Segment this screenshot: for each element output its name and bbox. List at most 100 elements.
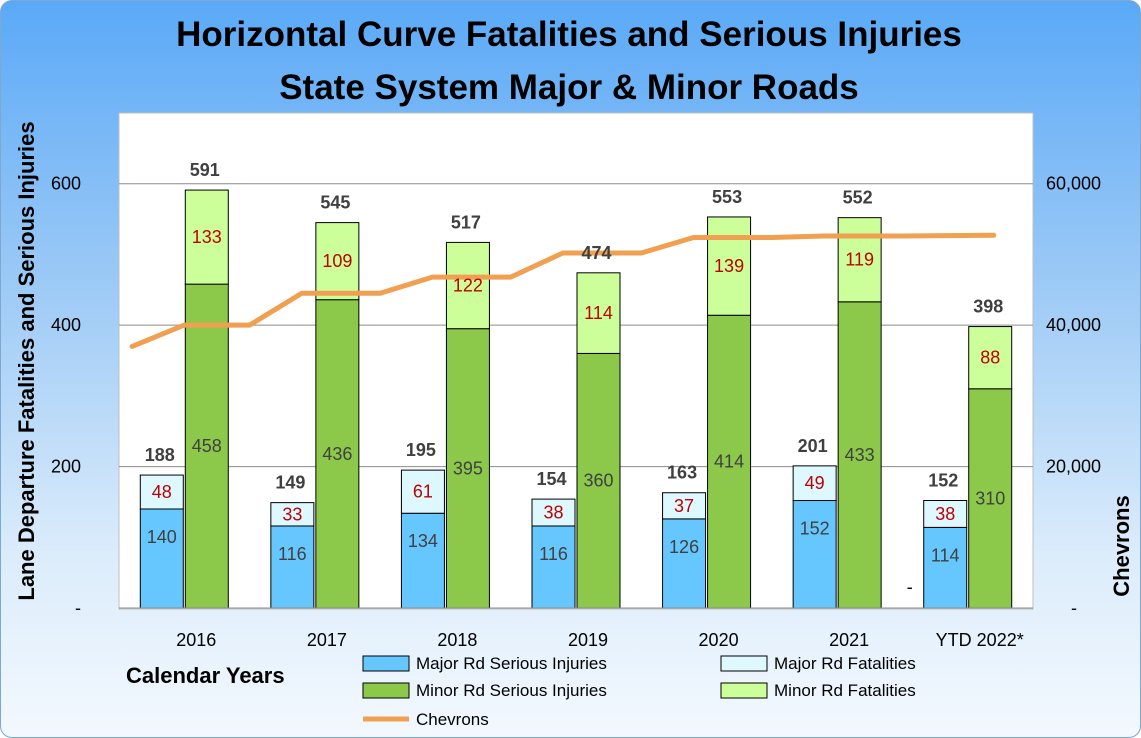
total-label: 517	[451, 212, 481, 232]
data-label: 119	[845, 250, 874, 270]
y2-tick-label: 60,000	[1046, 174, 1101, 194]
total-label: 552	[843, 188, 873, 208]
data-label: 109	[322, 251, 352, 271]
y-tick-label: 200	[51, 457, 81, 477]
data-label: 152	[800, 519, 830, 539]
data-label: 458	[192, 436, 222, 456]
data-label: 414	[714, 452, 744, 472]
bar-minor-serious-injuries	[184, 283, 229, 609]
x-tick-label: YTD 2022*	[936, 630, 1024, 650]
data-label: 48	[152, 482, 172, 502]
data-label: 310	[975, 488, 1005, 508]
bar-major-fatalities	[270, 502, 315, 527]
bar-minor-fatalities	[576, 272, 621, 354]
data-label: 116	[539, 544, 568, 564]
bar-minor-fatalities	[445, 241, 490, 330]
y2-tick-label: -	[1071, 598, 1077, 618]
stray-dash-label: -	[907, 577, 913, 597]
data-label: 134	[408, 531, 438, 551]
data-label: 88	[980, 348, 1000, 368]
y2-tick-label: 20,000	[1046, 457, 1101, 477]
data-label: 114	[584, 303, 613, 323]
chart-title-line1: Horizontal Curve Fatalities and Serious …	[176, 15, 962, 54]
bar-major-fatalities	[139, 474, 184, 510]
legend-label: Minor Rd Serious Injuries	[416, 681, 607, 700]
data-labels-layer: 140 48 188 116 33 149 134 61 195 116 38 154 126 37 163…	[145, 160, 1005, 597]
bar-major-fatalities	[662, 492, 707, 520]
data-label: 37	[674, 496, 694, 516]
bars-layer	[139, 189, 1013, 609]
total-label: 591	[190, 160, 220, 180]
legend-swatch	[720, 655, 768, 672]
data-label: 433	[845, 445, 875, 465]
y-tick-label: 600	[51, 174, 81, 194]
bar-minor-fatalities	[707, 216, 752, 316]
legend-label: Major Rd Serious Injuries	[416, 654, 607, 673]
y-tick-label: -	[75, 598, 81, 618]
legend-label: Major Rd Fatalities	[774, 654, 916, 673]
bar-major-serious-injuries	[270, 525, 315, 609]
data-label: 122	[453, 276, 483, 296]
data-label: 360	[583, 471, 613, 491]
x-tick-label: 2017	[307, 630, 347, 650]
y2-axis-title: Chevrons	[1109, 495, 1134, 596]
data-label: 33	[282, 504, 302, 524]
data-label: 126	[669, 537, 699, 557]
bar-minor-fatalities	[315, 222, 360, 301]
total-label: 152	[928, 471, 958, 491]
plot-area	[118, 112, 1034, 610]
x-tick-label: 2016	[176, 630, 216, 650]
data-label: 61	[413, 482, 433, 502]
data-label: 395	[453, 458, 483, 478]
bar-minor-serious-injuries	[576, 352, 621, 609]
x-tick-label: 2021	[829, 630, 869, 650]
chevrons-line	[129, 232, 997, 349]
bar-major-serious-injuries	[662, 518, 707, 609]
total-label: 553	[712, 187, 742, 207]
total-label: 474	[581, 243, 611, 263]
bar-minor-fatalities	[837, 217, 882, 303]
x-tick-label: 2020	[699, 630, 739, 650]
data-label: 436	[322, 444, 352, 464]
bar-minor-serious-injuries	[707, 314, 752, 609]
bar-minor-serious-injuries	[315, 299, 360, 609]
total-label: 163	[667, 463, 697, 483]
bar-major-serious-injuries	[792, 500, 837, 609]
total-label: 398	[973, 297, 1003, 317]
data-label: 139	[714, 256, 744, 276]
bar-minor-serious-injuries	[968, 388, 1013, 609]
data-label: 140	[147, 527, 177, 547]
total-label: 154	[536, 469, 566, 489]
bar-major-fatalities	[792, 465, 837, 502]
legend: Major Rd Serious Injuries Major Rd Fatali…	[362, 654, 916, 729]
bar-major-serious-injuries	[923, 526, 968, 609]
legend-swatch	[720, 682, 768, 699]
bar-major-serious-injuries	[139, 508, 184, 609]
axes-layer: - 200 400 600 - 20,000 40,000 60,000 2016 2017 201…	[51, 174, 1101, 650]
data-label: 133	[192, 227, 222, 247]
bar-minor-fatalities	[968, 326, 1013, 390]
total-label: 149	[275, 473, 305, 493]
bar-major-fatalities	[400, 469, 445, 514]
bar-major-serious-injuries	[400, 512, 445, 609]
data-label: 116	[278, 544, 307, 564]
bar-major-fatalities	[923, 500, 968, 528]
y-tick-label: 400	[51, 315, 81, 335]
y2-tick-label: 40,000	[1046, 315, 1101, 335]
bar-major-serious-injuries	[531, 525, 576, 609]
total-label: 195	[406, 440, 436, 460]
total-label: 201	[798, 436, 828, 456]
data-label: 114	[931, 545, 960, 565]
legend-label: Chevrons	[416, 710, 489, 729]
chevrons-line-layer	[129, 232, 997, 349]
data-label: 38	[543, 503, 563, 523]
bar-minor-fatalities	[184, 189, 229, 285]
bar-major-fatalities	[531, 498, 576, 527]
total-label: 188	[145, 445, 175, 465]
legend-swatch	[362, 655, 410, 672]
x-axis-title: Calendar Years	[126, 663, 285, 688]
data-label: 49	[805, 473, 825, 493]
y-axis-title: Lane Departure Fatalities and Serious In…	[14, 121, 39, 600]
total-label: 545	[320, 193, 350, 213]
